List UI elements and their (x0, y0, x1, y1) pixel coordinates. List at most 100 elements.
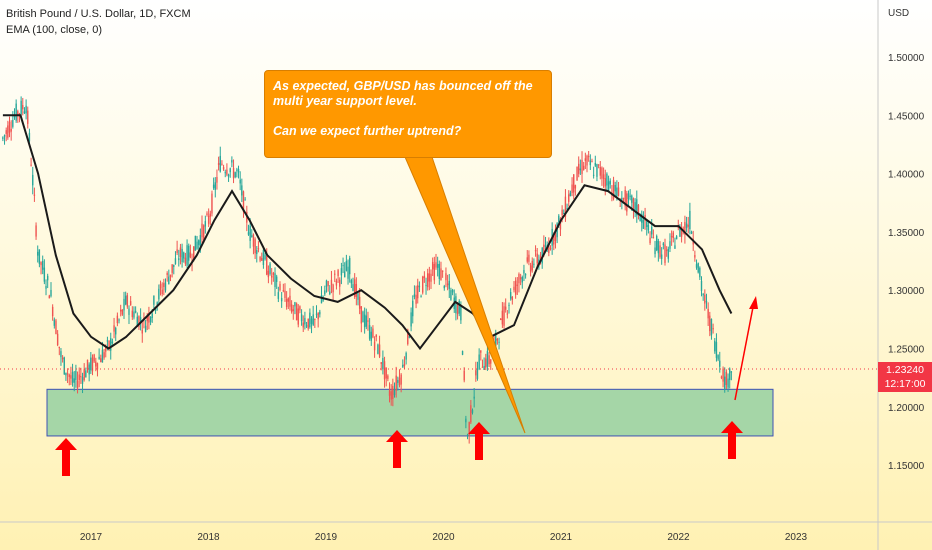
candle-body (433, 263, 436, 281)
ema-line (2, 114, 733, 351)
candle-body (307, 318, 309, 329)
candle-body (400, 374, 402, 385)
candle-body (412, 300, 414, 317)
candle-body (226, 169, 228, 175)
candle-body (503, 306, 505, 326)
candle-body (91, 357, 94, 372)
candle-body (689, 210, 691, 230)
candle-body (385, 367, 387, 379)
candle-body (704, 294, 706, 304)
candle-body (234, 172, 236, 178)
candle-body (3, 135, 6, 137)
candle-body (664, 244, 666, 263)
support-bounce-arrow (468, 422, 490, 460)
candle-body (606, 173, 608, 186)
candle-body (345, 260, 348, 271)
candle-body (697, 263, 699, 273)
candle-body (224, 172, 226, 174)
candle-body (654, 247, 656, 255)
candle-body (81, 377, 84, 384)
candle-body (519, 277, 522, 280)
candle-body (584, 158, 587, 161)
candle-body (241, 185, 243, 196)
candle-body (607, 181, 610, 192)
candle-body (5, 130, 7, 134)
candle-body (568, 194, 570, 202)
candle-body (119, 309, 122, 312)
candle-body (85, 370, 87, 378)
candle-body (617, 187, 620, 196)
candle-body (549, 248, 552, 250)
candle-body (372, 328, 374, 338)
candle-body (12, 120, 14, 127)
candle-body (133, 311, 135, 318)
candle-body (65, 372, 67, 376)
candle-body (344, 271, 346, 278)
candle-body (61, 357, 64, 360)
candle-body (587, 156, 590, 158)
candle-body (86, 359, 89, 370)
candle-body (287, 298, 290, 302)
candle-body (28, 132, 31, 142)
y-tick-label: 1.50000 (888, 53, 925, 64)
bar-countdown: 12:17:00 (884, 378, 926, 390)
candle-body (88, 364, 90, 375)
candle-body (622, 197, 625, 199)
annotation-callout[interactable]: As expected, GBP/USD has bounced off the… (264, 70, 552, 158)
candle-body (158, 288, 160, 300)
candle-body (186, 245, 188, 266)
candle-body (687, 224, 689, 227)
candle-body (295, 303, 298, 321)
candle-body (154, 309, 157, 311)
candle-body (116, 315, 119, 324)
candle-body (50, 289, 52, 297)
candle-body (690, 231, 693, 234)
candle-body (426, 273, 429, 288)
candle-body (446, 283, 449, 286)
projection-arrow-head (749, 296, 758, 309)
candle-body (232, 167, 235, 179)
candle-body (289, 295, 291, 307)
current-price-badge[interactable]: 1.23240 12:17:00 (878, 362, 932, 392)
candle-body (486, 351, 489, 367)
candle-body (42, 261, 44, 270)
candle-body (272, 272, 275, 275)
y-tick-label: 1.45000 (888, 111, 925, 122)
candle-body (131, 310, 134, 318)
candle-body (297, 308, 299, 325)
candle-body (392, 385, 394, 399)
candle-body (667, 248, 670, 259)
candle-body (702, 294, 704, 296)
candle-body (159, 283, 162, 289)
candle-body (193, 246, 195, 260)
candle-body (360, 306, 363, 324)
candle-body (184, 257, 187, 264)
candle-body (597, 164, 600, 166)
candle-body (139, 317, 142, 323)
candle-body (592, 174, 595, 176)
candle-body (80, 375, 82, 378)
candle-body (665, 249, 668, 251)
candle-body (387, 375, 389, 379)
candle-body (637, 204, 640, 216)
candle-body (415, 294, 417, 304)
support-zone (46, 388, 774, 437)
candle-body (395, 375, 397, 391)
candle-body (362, 311, 364, 323)
candle-body (207, 215, 210, 224)
candle-body (634, 202, 636, 210)
candle-body (183, 252, 185, 259)
candle-body (460, 305, 462, 321)
candle-body (78, 374, 80, 380)
candle-body (173, 264, 175, 267)
candle-body (458, 301, 460, 314)
candle-body (417, 285, 419, 299)
candle-body (418, 285, 421, 288)
candle-body (163, 283, 165, 287)
candle-body (231, 160, 233, 163)
candle-body (222, 167, 225, 170)
candle-body (7, 125, 9, 138)
candle-body (609, 180, 611, 185)
